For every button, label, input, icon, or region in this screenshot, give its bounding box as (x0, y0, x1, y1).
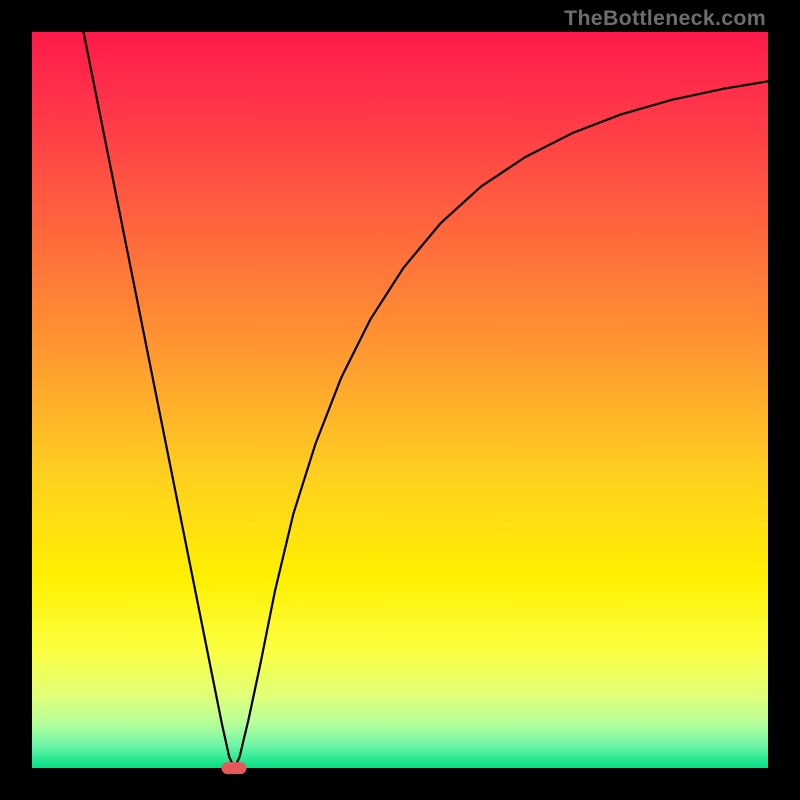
plot-area (32, 32, 768, 768)
chart-frame: TheBottleneck.com (0, 0, 800, 800)
watermark-text: TheBottleneck.com (564, 6, 766, 31)
optimum-marker (222, 762, 247, 774)
chart-svg (32, 32, 768, 768)
chart-background (32, 32, 768, 768)
